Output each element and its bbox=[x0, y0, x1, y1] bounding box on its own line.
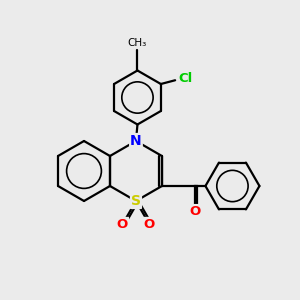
Text: O: O bbox=[144, 218, 155, 231]
Text: N: N bbox=[130, 134, 142, 148]
Text: CH₃: CH₃ bbox=[128, 38, 147, 48]
Text: O: O bbox=[189, 205, 201, 218]
Text: Cl: Cl bbox=[179, 72, 193, 85]
Text: O: O bbox=[117, 218, 128, 231]
Text: S: S bbox=[131, 194, 141, 208]
